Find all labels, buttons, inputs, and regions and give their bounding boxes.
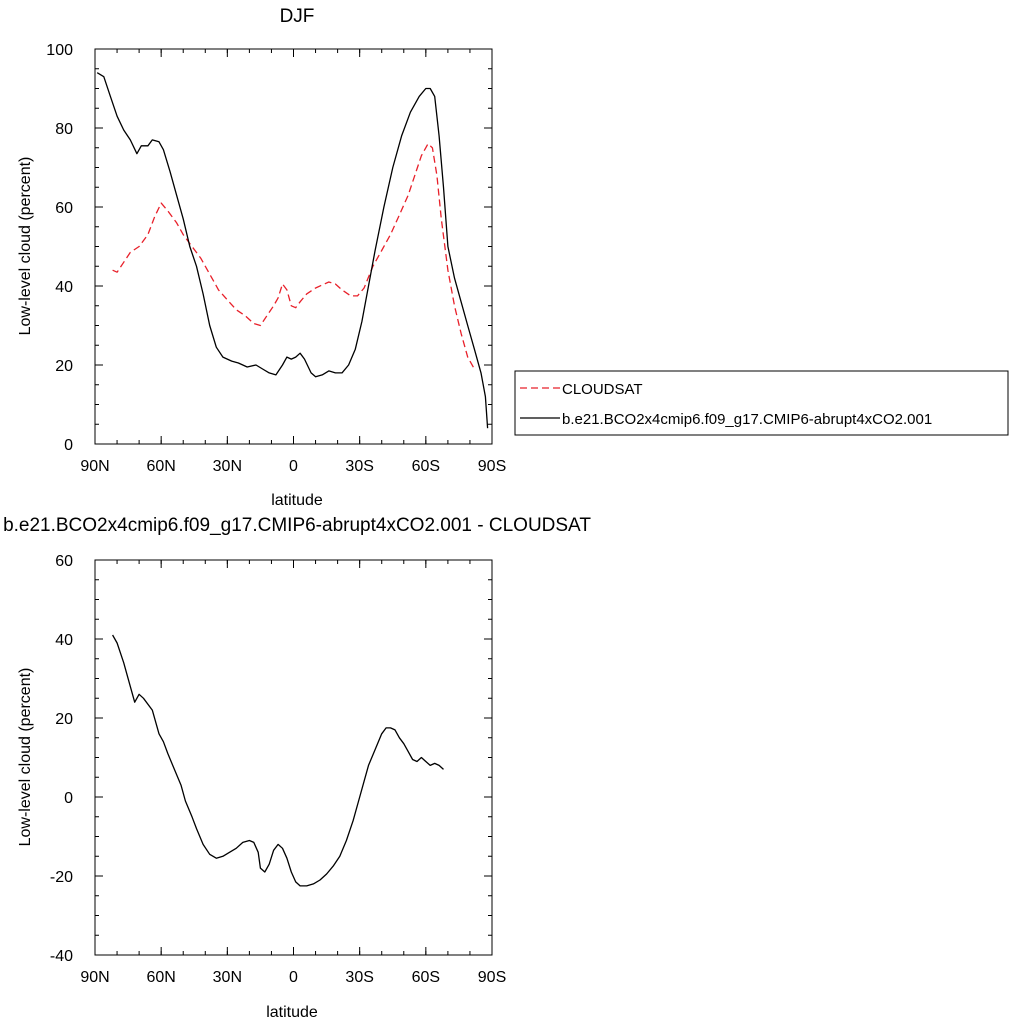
x-tick-label: 0 bbox=[289, 458, 298, 475]
difference-panel: b.e21.BCO2x4cmip6.f09_g17.CMIP6-abrupt4x… bbox=[3, 515, 591, 1021]
x-tick-label: 30N bbox=[213, 969, 242, 986]
y-tick-label: 80 bbox=[55, 121, 73, 138]
legend-label-model: b.e21.BCO2x4cmip6.f09_g17.CMIP6-abrupt4x… bbox=[562, 411, 932, 428]
x-tick-label: 30N bbox=[213, 458, 242, 475]
y-tick-label: 40 bbox=[55, 279, 73, 296]
plot-area: 90N 60N 30N 0 30S 60S 90S 0 20 40 60 80 100 bbox=[46, 42, 506, 475]
x-tick-label: 90S bbox=[478, 458, 506, 475]
x-tick-label: 30S bbox=[345, 969, 373, 986]
y-tick-label: -20 bbox=[50, 869, 73, 886]
series-line-cloudsat bbox=[112, 143, 475, 370]
legend-box bbox=[514, 370, 1009, 436]
y-tick-label: 0 bbox=[64, 790, 73, 807]
y-tick-label: 60 bbox=[55, 553, 73, 570]
x-tick-label: 60S bbox=[412, 969, 440, 986]
plot-frame bbox=[94, 559, 493, 956]
x-axis-label: latitude bbox=[271, 492, 323, 509]
y-tick-label: 20 bbox=[55, 358, 73, 375]
x-axis-label: latitude bbox=[266, 1004, 318, 1021]
x-tick-label: 60N bbox=[146, 969, 175, 986]
x-tick-label: 90S bbox=[478, 969, 506, 986]
x-tick-label: 60S bbox=[412, 458, 440, 475]
y-axis-label: Low-level cloud (percent) bbox=[17, 157, 34, 336]
y-tick-label: 40 bbox=[55, 632, 73, 649]
plot-frame bbox=[94, 48, 493, 445]
panel-title: DJF bbox=[280, 6, 315, 27]
x-tick-label: 0 bbox=[289, 969, 298, 986]
x-tick-label: 30S bbox=[345, 458, 373, 475]
series-line-model bbox=[96, 72, 489, 429]
x-tick-label: 90N bbox=[80, 458, 109, 475]
djf-panel: DJF 90N 60N 30N 0 30S 60S 90S 0 20 40 60 80 100 Low-… bbox=[17, 6, 506, 509]
y-tick-label: -40 bbox=[50, 948, 73, 965]
x-tick-label: 60N bbox=[146, 458, 175, 475]
plot-area: 90N 60N 30N 0 30S 60S 90S -40 -20 0 20 40 60 bbox=[50, 553, 506, 986]
y-tick-label: 100 bbox=[46, 42, 73, 59]
legend-label-cloudsat: CLOUDSAT bbox=[562, 381, 643, 398]
y-tick-label: 0 bbox=[64, 437, 73, 454]
panel-title: b.e21.BCO2x4cmip6.f09_g17.CMIP6-abrupt4x… bbox=[3, 515, 591, 536]
y-tick-label: 60 bbox=[55, 200, 73, 217]
series-line-model bbox=[112, 634, 444, 887]
y-axis-label: Low-level cloud (percent) bbox=[17, 668, 34, 847]
x-tick-label: 90N bbox=[80, 969, 109, 986]
y-tick-label: 20 bbox=[55, 711, 73, 728]
legend: CLOUDSAT b.e21.BCO2x4cmip6.f09_g17.CMIP6… bbox=[514, 370, 1009, 436]
